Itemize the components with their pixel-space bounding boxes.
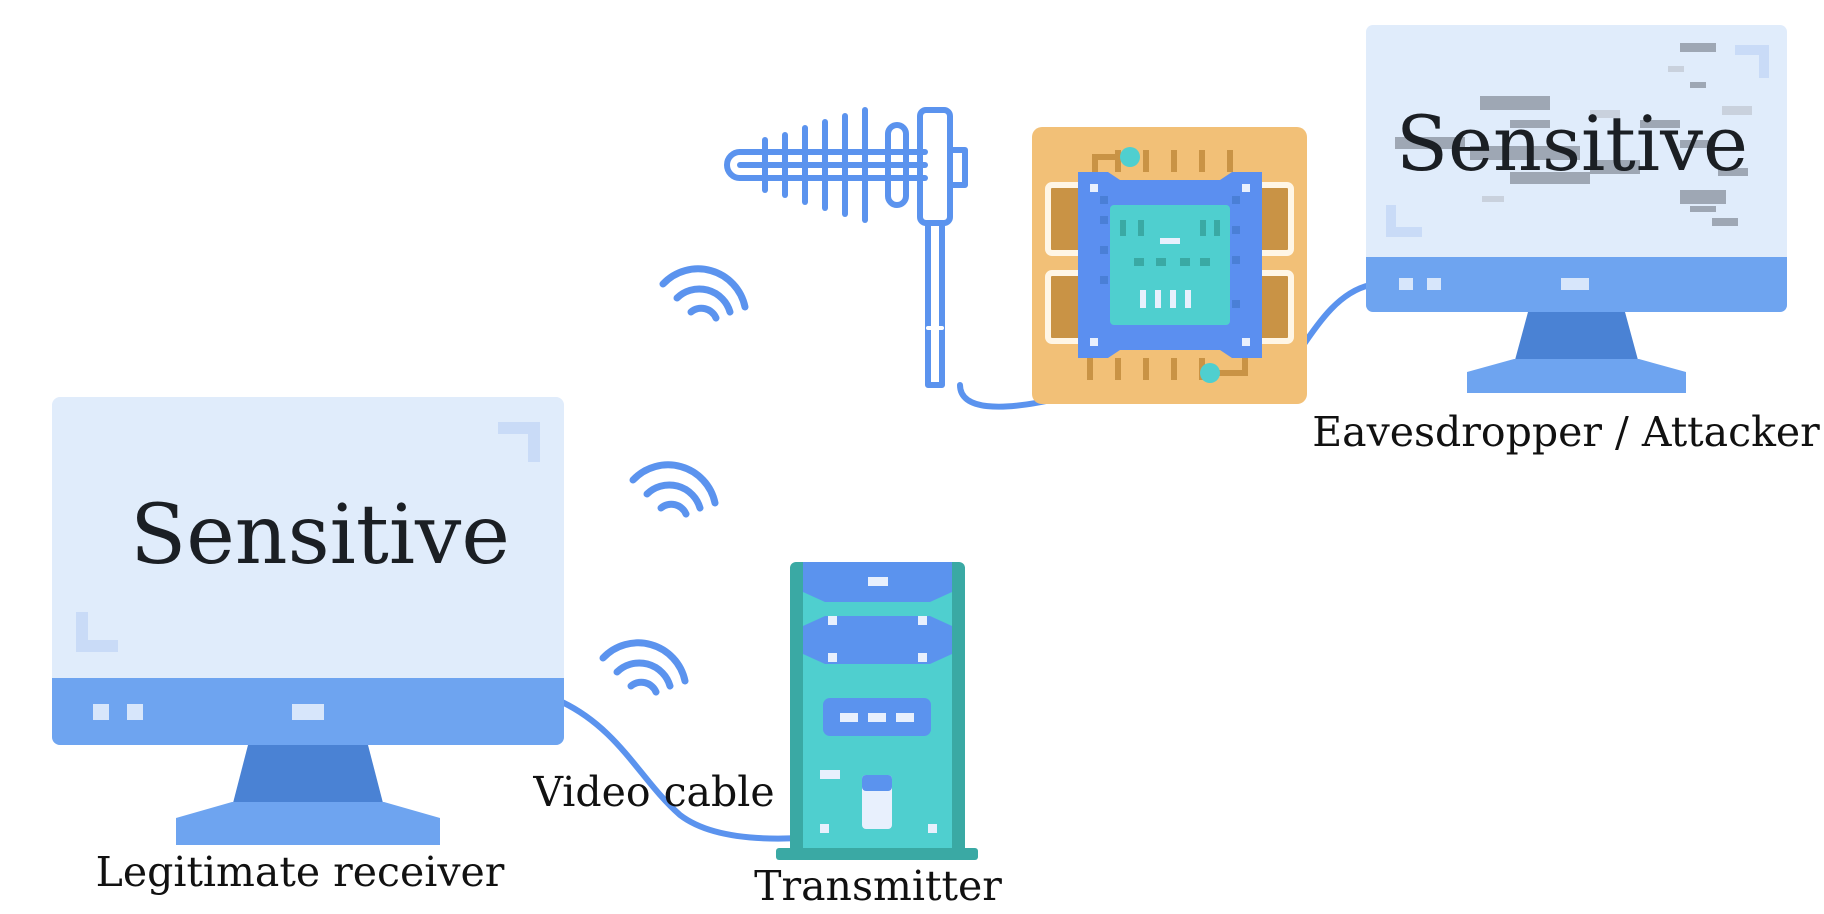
circuit-board-icon (1032, 127, 1307, 404)
wifi-signal-icon (629, 461, 719, 518)
wifi-signal-icon (659, 265, 749, 322)
legit-screen-text: Sensitive (130, 488, 510, 583)
transmitter-label: Transmitter (754, 862, 1002, 910)
computer-tower-icon (776, 562, 978, 860)
video-cable-line (559, 699, 803, 842)
wifi-signal-icon (599, 639, 689, 696)
attacker-label: Eavesdropper / Attacker (1312, 408, 1820, 456)
attacker-monitor-icon: Sensitive (1366, 25, 1787, 393)
sdr-to-attacker-cable (1297, 282, 1373, 353)
legit-receiver-label: Legitimate receiver (96, 848, 505, 896)
legit-monitor-icon: Sensitive (52, 397, 564, 845)
video-cable-label: Video cable (532, 768, 774, 816)
yagi-antenna-icon (724, 107, 968, 388)
attacker-screen-text: Sensitive (1396, 99, 1748, 188)
